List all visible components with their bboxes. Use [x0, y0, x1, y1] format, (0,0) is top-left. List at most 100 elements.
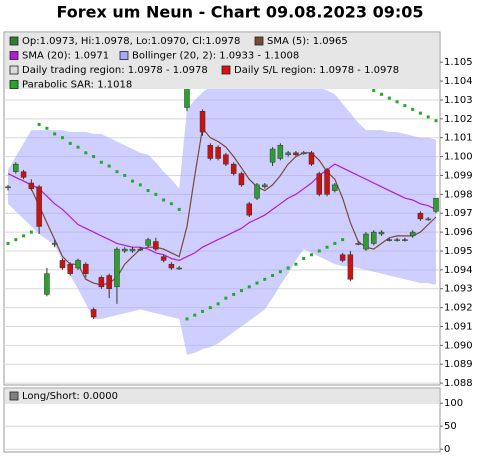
- candle-body: [83, 263, 89, 274]
- candle-body: [324, 169, 330, 195]
- legend-background: [5, 33, 439, 89]
- candle-body: [44, 273, 50, 295]
- sar-dot: [294, 262, 298, 266]
- sar-dot: [208, 306, 212, 310]
- candle-body: [13, 163, 19, 172]
- legend-label: Long/Short: 0.0000: [22, 391, 118, 402]
- candle-body: [433, 197, 439, 212]
- sar-dot: [247, 285, 251, 289]
- candle-body: [363, 233, 369, 250]
- candle-body: [215, 146, 221, 159]
- candle-body: [277, 145, 284, 159]
- y-tick-label: 1.096: [444, 227, 473, 238]
- y-tick-label: 1.097: [444, 208, 473, 219]
- candle-body: [316, 173, 323, 195]
- legend-swatch: [221, 65, 231, 75]
- sar-dot: [201, 309, 205, 313]
- sar-dot: [387, 96, 391, 100]
- sar-dot: [239, 289, 243, 293]
- sar-dot: [224, 296, 228, 300]
- legend-label: Daily trading region: 1.0978 - 1.0978: [22, 65, 208, 76]
- legend-label: Parabolic SAR: 1.1018: [22, 80, 132, 91]
- y-tick-label: 1.095: [444, 246, 473, 257]
- sar-dot: [29, 230, 33, 234]
- sar-dot: [434, 119, 438, 123]
- y-tick-label: 1.100: [444, 152, 473, 163]
- sar-dot: [232, 292, 236, 296]
- sar-dot: [255, 281, 259, 285]
- legend-swatch: [9, 36, 19, 46]
- y-tick-label: 1.105: [444, 57, 473, 68]
- sar-dot: [263, 277, 267, 281]
- candle-body: [137, 248, 144, 251]
- sar-dot: [286, 266, 290, 270]
- y-tick-label: 1.088: [444, 378, 473, 389]
- candle-body: [339, 254, 346, 261]
- sar-dot: [302, 257, 306, 261]
- candle-body: [90, 309, 97, 318]
- candle-body: [184, 86, 190, 108]
- legend-background: [5, 389, 439, 404]
- legend-swatch: [9, 80, 19, 89]
- candle-body: [246, 203, 252, 216]
- candle-body: [355, 243, 361, 245]
- sar-dot: [45, 126, 49, 130]
- candle-body: [285, 152, 291, 155]
- sar-dot: [138, 183, 142, 187]
- sar-dot: [372, 89, 376, 93]
- sar-dot: [76, 145, 80, 149]
- y-tick-label: 100: [444, 398, 463, 409]
- candle-body: [254, 184, 260, 199]
- legend-label: Bollinger (20, 2): 1.0933 - 1.1008: [132, 51, 299, 62]
- candle-body: [238, 173, 245, 186]
- y-tick-label: 1.092: [444, 303, 473, 314]
- sar-dot: [92, 155, 96, 159]
- candle-body: [425, 218, 431, 221]
- sar-dot: [99, 160, 103, 164]
- candle-body: [370, 231, 377, 244]
- legend-label: Daily S/L region: 1.0978 - 1.0978: [234, 65, 399, 76]
- candle-body: [394, 239, 400, 241]
- y-tick-label: 1.101: [444, 133, 473, 144]
- sar-dot: [107, 164, 111, 168]
- candle-body: [168, 263, 175, 269]
- y-tick-label: 1.104: [444, 76, 473, 87]
- y-tick-label: 1.099: [444, 170, 473, 181]
- sar-dot: [146, 189, 150, 193]
- candle-body: [129, 248, 136, 252]
- candle-body: [332, 184, 338, 191]
- legend-swatch: [254, 36, 264, 46]
- sar-dot: [162, 198, 166, 202]
- sma-line: [7, 163, 437, 262]
- candle-body: [145, 239, 151, 246]
- legend-swatch: [119, 51, 129, 60]
- candle-body: [67, 263, 74, 274]
- legend-swatch: [9, 51, 19, 60]
- candle-body: [402, 239, 408, 241]
- candle-body: [293, 152, 299, 155]
- sar-dot: [418, 111, 422, 115]
- y-tick-label: 1.098: [444, 189, 473, 200]
- sar-dot: [193, 313, 197, 317]
- candle-body: [5, 186, 11, 189]
- y-tick-label: 1.094: [444, 265, 473, 276]
- candle-body: [114, 248, 120, 288]
- candle-body: [262, 184, 268, 188]
- legend-swatch: [9, 391, 19, 401]
- candle-body: [98, 277, 105, 288]
- sar-dot: [185, 317, 189, 321]
- sar-dot: [60, 136, 64, 140]
- candle-body: [207, 145, 214, 159]
- sar-dot: [403, 104, 407, 108]
- candle-body: [347, 254, 354, 280]
- candle-body: [176, 267, 182, 270]
- chart-title: Forex um Neun - Chart 09.08.2023 09:05: [56, 3, 423, 22]
- sar-dot: [380, 92, 384, 96]
- candle-body: [223, 154, 229, 165]
- sar-dot: [68, 141, 72, 145]
- candle-body: [230, 163, 237, 174]
- candle-body: [75, 260, 81, 269]
- sar-dot: [37, 122, 41, 126]
- sar-dot: [14, 238, 18, 242]
